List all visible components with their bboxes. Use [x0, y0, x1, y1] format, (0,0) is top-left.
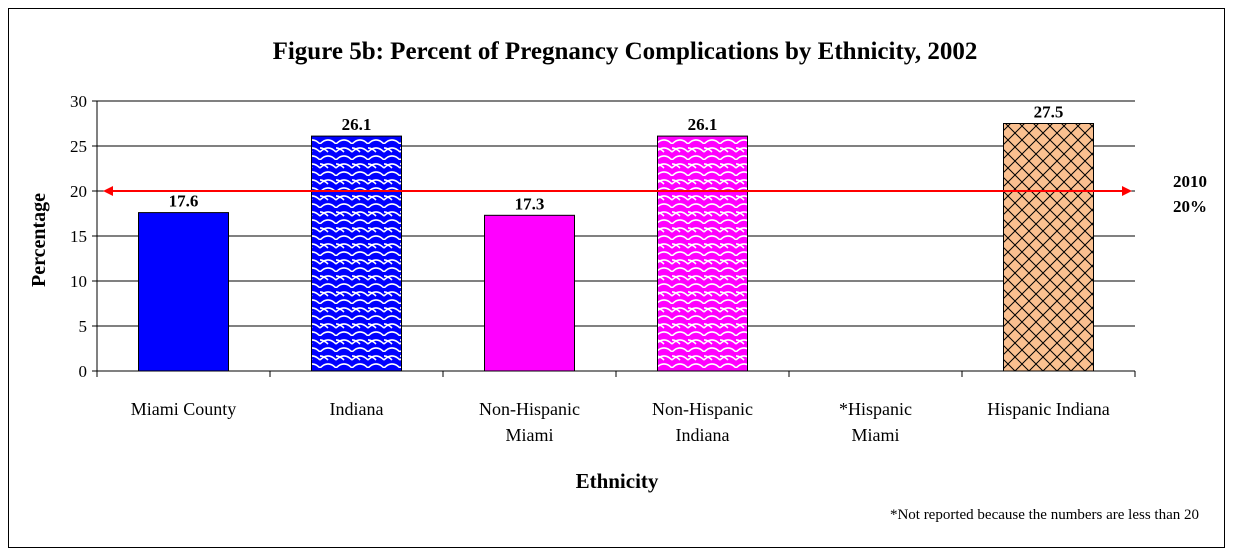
footnote: *Not reported because the numbers are le… — [890, 507, 1199, 523]
category-label: Miami County — [131, 399, 237, 419]
category-label: Non-Hispanic Miami — [479, 399, 580, 445]
category-label: Indiana — [330, 399, 384, 419]
y-tick-label: 0 — [79, 362, 88, 381]
target-label: 2010 20% — [1173, 172, 1207, 216]
bar — [311, 135, 402, 372]
bar-value-label: 17.6 — [169, 192, 199, 211]
category-label: Hispanic Indiana — [987, 399, 1109, 419]
bar-value-label: 26.1 — [688, 115, 718, 134]
bar — [484, 214, 575, 372]
bar-value-label: 27.5 — [1034, 103, 1064, 122]
category-label: Non-Hispanic Indiana — [652, 399, 753, 445]
category-label: *Hispanic Miami — [839, 399, 912, 445]
y-tick-label: 25 — [70, 137, 87, 156]
y-tick-label: 20 — [70, 182, 87, 201]
y-tick-label: 10 — [70, 272, 87, 291]
y-tick-label: 30 — [70, 92, 87, 111]
bar-value-label: 26.1 — [342, 115, 372, 134]
bar — [657, 135, 748, 372]
x-axis-label: Ethnicity — [576, 469, 659, 493]
y-tick-label: 15 — [70, 227, 87, 246]
y-tick-label: 5 — [79, 317, 88, 336]
bar-value-label: 17.3 — [515, 194, 545, 213]
chart-title: Figure 5b: Percent of Pregnancy Complica… — [273, 38, 978, 65]
bar — [138, 212, 229, 372]
y-axis-label: Percentage — [28, 193, 50, 287]
bar-chart: Figure 5b: Percent of Pregnancy Complica… — [28, 38, 1207, 523]
bar — [1003, 123, 1094, 372]
